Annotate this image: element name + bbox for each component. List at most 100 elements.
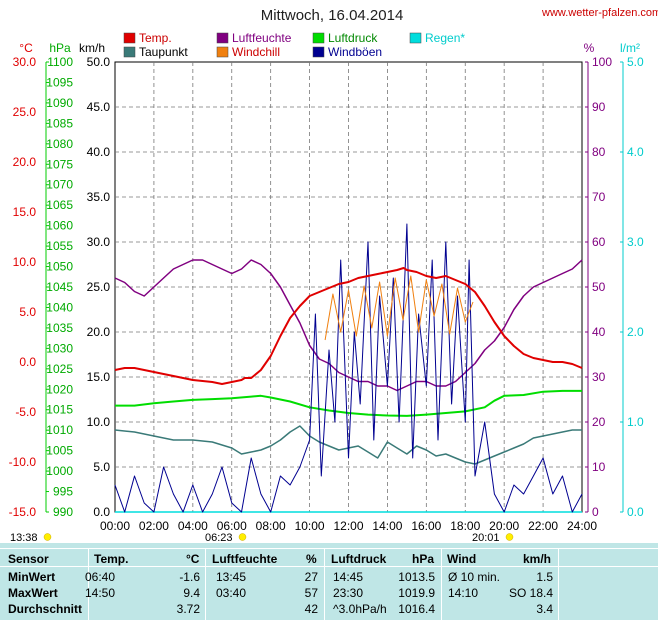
tick-label-pressure: 1005 xyxy=(46,444,73,458)
tick-label-time: 22:00 xyxy=(528,519,558,533)
tick-label-pressure: 1055 xyxy=(46,239,73,253)
tick-label-temp: 15.0 xyxy=(13,205,37,219)
tick-label-humidity: 60 xyxy=(592,235,606,249)
tick-label-pressure: 1100 xyxy=(47,55,73,69)
table-cell-temp-v: 3.72 xyxy=(176,602,200,616)
table-cell-press-v: 1013.5 xyxy=(398,570,435,584)
tick-label-pressure: 1000 xyxy=(46,464,73,478)
tick-label-time: 16:00 xyxy=(411,519,441,533)
table-cell-hum-v: 57 xyxy=(304,586,318,600)
axis-unit-pressure: hPa xyxy=(49,41,71,55)
sunrise-icon xyxy=(238,533,247,541)
axis-unit-wind: km/h xyxy=(79,41,105,55)
tick-label-time: 06:00 xyxy=(217,519,247,533)
tick-label-pressure: 1015 xyxy=(46,403,73,417)
tick-label-humidity: 80 xyxy=(592,145,606,159)
legend-swatch xyxy=(409,32,422,44)
legend-swatch xyxy=(312,32,325,44)
legend-label: Windböen xyxy=(328,45,382,59)
table-cell-temp-v: 9.4 xyxy=(183,586,200,600)
tick-label-rain: 5.0 xyxy=(627,55,644,69)
legend-label: Regen* xyxy=(425,31,465,45)
tick-label-wind: 30.0 xyxy=(87,235,111,249)
table-cell-press-v: 1016.4 xyxy=(398,602,435,616)
table-cell-press-v: 1019.9 xyxy=(398,586,435,600)
tick-label-rain: 0.0 xyxy=(627,505,644,519)
tick-label-pressure: 1070 xyxy=(46,178,73,192)
tick-label-time: 20:00 xyxy=(489,519,519,533)
sunset-label: 20:01 xyxy=(472,532,500,543)
tick-label-temp: 10.0 xyxy=(13,255,37,269)
tick-label-time: 18:00 xyxy=(450,519,480,533)
tick-label-pressure: 1040 xyxy=(46,300,73,314)
tick-label-wind: 40.0 xyxy=(87,145,111,159)
legend-label: Luftfeuchte xyxy=(232,31,292,45)
table-cell-temp-t: 14:50 xyxy=(84,586,115,600)
tick-label-pressure: 1060 xyxy=(46,219,73,233)
legend-label: Temp. xyxy=(139,31,172,45)
tick-label-pressure: 1050 xyxy=(46,260,73,274)
table-cell-temp-t: 06:40 xyxy=(84,570,115,584)
tick-label-pressure: 990 xyxy=(53,505,73,519)
table-cell-wind-v: 1.5 xyxy=(536,570,553,584)
tick-label-pressure: 1025 xyxy=(46,362,73,376)
tick-label-pressure: 1080 xyxy=(46,137,73,151)
chart-title: Mittwoch, 16.04.2014 xyxy=(261,7,404,24)
table-cell-wind-t: Ø 10 min. xyxy=(448,570,501,584)
tick-label-wind: 35.0 xyxy=(87,190,111,204)
table-cell-label: MaxWert xyxy=(8,586,58,600)
header-humidity-unit: % xyxy=(306,552,317,566)
series-line-temp xyxy=(114,267,583,385)
tick-label-time: 04:00 xyxy=(178,519,208,533)
tick-label-time: 02:00 xyxy=(139,519,169,533)
tick-label-rain: 2.0 xyxy=(627,325,644,339)
tick-label-temp: 0.0 xyxy=(19,355,36,369)
tick-label-temp: -5.0 xyxy=(15,405,36,419)
tick-label-time: 24:00 xyxy=(567,519,597,533)
axis-unit-rain: l/m² xyxy=(620,41,640,55)
tick-label-wind: 15.0 xyxy=(87,370,111,384)
legend-label: Taupunkt xyxy=(139,45,188,59)
tick-label-rain: 3.0 xyxy=(627,235,644,249)
tick-label-time: 12:00 xyxy=(333,519,363,533)
header-temp: Temp. xyxy=(94,552,129,566)
tick-label-humidity: 20 xyxy=(592,415,606,429)
series-line-luftfeuchte xyxy=(114,259,583,392)
table-cell-press-t: ^3.0hPa/h xyxy=(333,602,387,616)
legend-swatch xyxy=(216,46,229,58)
tick-label-pressure: 1030 xyxy=(46,341,73,355)
tick-label-humidity: 70 xyxy=(592,190,606,204)
tick-label-time: 14:00 xyxy=(372,519,402,533)
legend-swatch xyxy=(123,46,136,58)
tick-label-time: 00:00 xyxy=(100,519,130,533)
tick-label-pressure: 1075 xyxy=(46,157,73,171)
tick-label-rain: 4.0 xyxy=(627,145,644,159)
tick-label-pressure: 1085 xyxy=(46,116,73,130)
tick-label-temp: 20.0 xyxy=(13,155,37,169)
tick-label-humidity: 0 xyxy=(592,505,599,519)
tick-label-wind: 10.0 xyxy=(87,415,111,429)
tick-label-temp: 5.0 xyxy=(19,305,36,319)
header-wind-unit: km/h xyxy=(523,552,552,566)
tick-label-temp: -10.0 xyxy=(9,455,37,469)
tick-label-wind: 5.0 xyxy=(93,460,110,474)
stats-table: Sensor Temp. °C Luftfeuchte % Luftdruck … xyxy=(0,543,658,620)
series-line-taupunkt xyxy=(114,425,582,465)
table-cell-label: Durchschnitt xyxy=(8,602,83,616)
axis-unit-temp: °C xyxy=(19,41,33,55)
series-line-luftdruck xyxy=(115,389,582,417)
tick-label-wind: 45.0 xyxy=(87,100,111,114)
tick-label-time: 10:00 xyxy=(295,519,325,533)
tick-label-pressure: 1020 xyxy=(46,382,73,396)
legend-label: Windchill xyxy=(232,45,280,59)
header-pressure-unit: hPa xyxy=(412,552,435,566)
header-temp-unit: °C xyxy=(186,552,200,566)
header-pressure: Luftdruck xyxy=(331,552,387,566)
legend-label: Luftdruck xyxy=(328,31,378,45)
table-cell-hum-t: 03:40 xyxy=(215,586,246,600)
table-cell-wind-v: 3.4 xyxy=(536,602,553,616)
header-sensor: Sensor xyxy=(8,552,49,566)
tick-label-temp: 25.0 xyxy=(13,105,37,119)
table-cell-press-t: 14:45 xyxy=(333,570,364,584)
tick-label-time: 08:00 xyxy=(256,519,286,533)
